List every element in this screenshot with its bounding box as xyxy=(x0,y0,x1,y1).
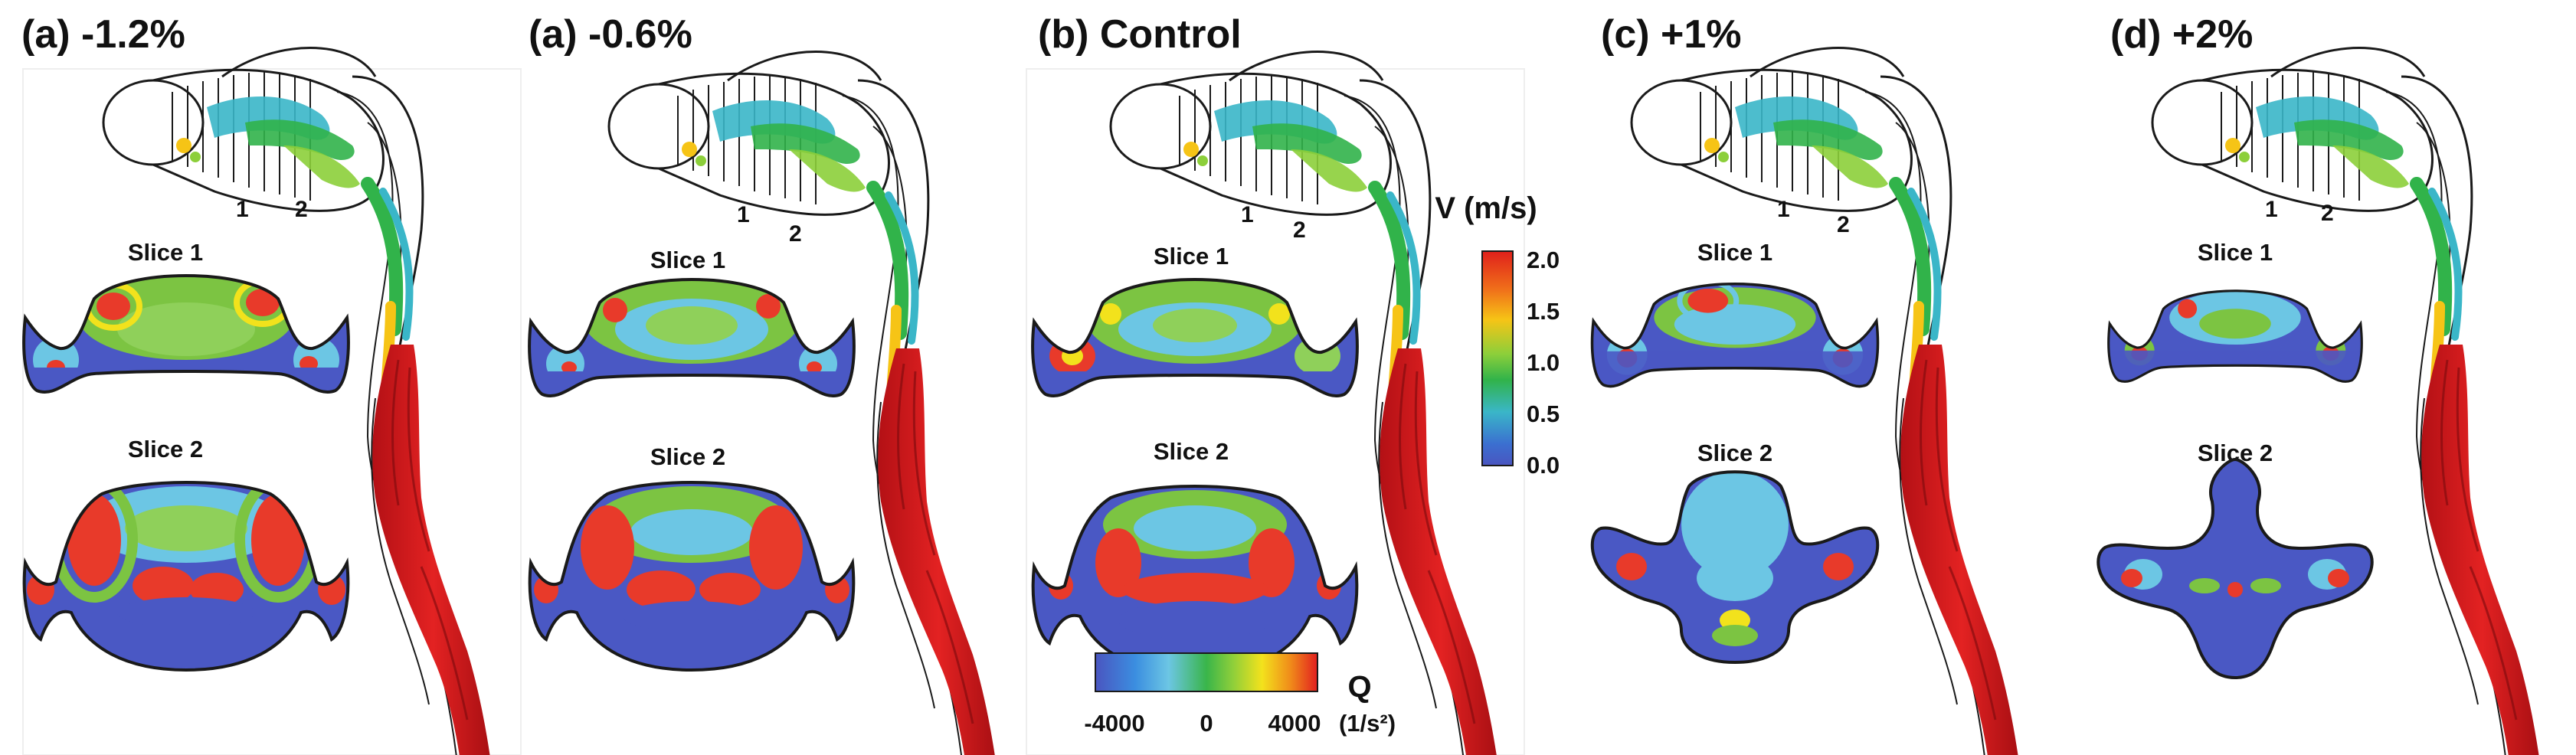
panel-title: (c) +1% xyxy=(1601,12,1742,57)
slice-2-label: Slice 2 xyxy=(1697,440,1772,466)
v-tick-0-0: 0.0 xyxy=(1527,452,1560,479)
slice-2-contour xyxy=(1031,485,1359,675)
slice-1-contour xyxy=(1031,278,1359,398)
slice-2-contour xyxy=(1590,470,1880,664)
slice-1-label: Slice 1 xyxy=(1697,239,1772,266)
slice-1-label: Slice 1 xyxy=(1154,243,1229,270)
velocity-colorbar: V (m/s) 2.0 1.5 1.0 0.5 0.0 xyxy=(1435,191,1560,479)
q-colorbar: -4000 0 4000 Q (1/s²) xyxy=(1084,652,1396,737)
q-tick-min: -4000 xyxy=(1084,710,1144,737)
slice-2-contour xyxy=(528,481,856,672)
slice-1-contour xyxy=(528,278,856,398)
slice-marker-1: 1 xyxy=(1241,202,1254,227)
v-tick-1-0: 1.0 xyxy=(1527,349,1560,376)
slice-2-label: Slice 2 xyxy=(128,436,203,462)
q-tick-max: 4000 xyxy=(1268,710,1321,737)
v-tick-1-5: 1.5 xyxy=(1527,298,1560,325)
slice-1-label: Slice 1 xyxy=(2198,239,2273,266)
slice-marker-1: 1 xyxy=(1777,197,1790,222)
panel-title: (b) Control xyxy=(1038,12,1242,57)
panel-a-minus-1-2: (a) -1.2% 1 2 Slice 1 Slice 2 xyxy=(21,12,494,755)
panel-frame-a1 xyxy=(22,68,522,755)
slice-1-label: Slice 1 xyxy=(650,247,725,273)
slice-1-contour xyxy=(22,274,350,394)
slice-2-label: Slice 2 xyxy=(650,443,725,470)
slice-marker-1: 1 xyxy=(2265,197,2278,222)
slice-marker-1: 1 xyxy=(236,197,249,222)
slice-1-contour xyxy=(2107,289,2363,383)
slice-1-contour xyxy=(1590,283,1880,388)
velocity-colorbar-title: V (m/s) xyxy=(1435,191,1537,225)
slice-marker-2: 2 xyxy=(2321,201,2334,226)
panel-frame-b xyxy=(1026,68,1525,755)
slice-2-label: Slice 2 xyxy=(1154,438,1229,465)
panel-a-minus-0-6: (a) -0.6% 1 2 Slice 1 Slice 2 xyxy=(528,12,1000,755)
slice-2-contour xyxy=(2096,458,2374,679)
slice-1-label: Slice 1 xyxy=(128,239,203,266)
slice-marker-2: 2 xyxy=(1293,217,1306,243)
v-tick-2-0: 2.0 xyxy=(1527,247,1560,273)
velocity-colorbar-gradient xyxy=(1481,250,1514,466)
slice-marker-1: 1 xyxy=(737,202,750,227)
panel-title: (a) -0.6% xyxy=(529,12,692,57)
panel-d-plus-2: (d) +2% 1 2 Slice 1 Slice 2 xyxy=(2096,12,2543,755)
slice-marker-2: 2 xyxy=(789,221,802,247)
q-colorbar-gradient xyxy=(1095,652,1318,692)
slice-marker-2: 2 xyxy=(295,197,308,222)
panel-title: (a) -1.2% xyxy=(21,12,185,57)
slice-marker-2: 2 xyxy=(1837,212,1850,237)
panel-title: (d) +2% xyxy=(2110,12,2253,57)
panel-b-control: (b) Control 1 2 Slice 1 Slice 2 xyxy=(1031,12,1560,755)
q-tick-mid: 0 xyxy=(1200,710,1213,737)
slice-2-contour xyxy=(22,481,350,672)
panel-c-plus-1: (c) +1% 1 2 Slice 1 Slice 2 xyxy=(1590,12,2022,755)
q-colorbar-title: Q xyxy=(1347,670,1371,704)
q-colorbar-unit: (1/s²) xyxy=(1339,710,1396,737)
v-tick-0-5: 0.5 xyxy=(1527,400,1560,427)
